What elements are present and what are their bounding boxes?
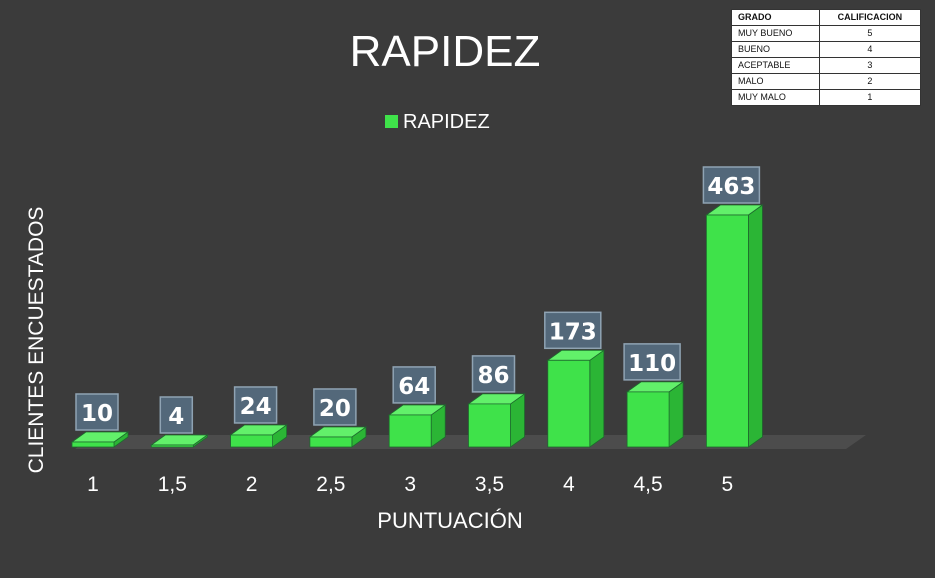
bar-side — [668, 381, 684, 448]
data-label-box — [233, 386, 278, 424]
x-tick-label: 1 — [87, 473, 99, 496]
bar-front — [626, 391, 670, 448]
data-label: 20 — [319, 396, 351, 422]
bar-2: 24 — [229, 386, 288, 448]
score-cell: 4 — [818, 41, 922, 58]
bar-1,5: 4 — [150, 396, 209, 448]
data-label-box — [159, 396, 194, 434]
table-row: MALO 2 — [731, 73, 922, 90]
data-label: 64 — [398, 374, 430, 400]
bar-front — [468, 403, 511, 448]
score-cell: 5 — [818, 25, 922, 42]
table-row: MUY BUENO 5 — [731, 25, 922, 42]
bar-3: 64 — [387, 366, 447, 448]
grade-table-header-row: GRADO CALIFICACION — [731, 9, 922, 26]
bar-5: 463 — [702, 166, 764, 448]
table-row: ACEPTABLE 3 — [731, 57, 922, 74]
x-tick-label: 3,5 — [475, 473, 504, 496]
bar-4,5: 110 — [623, 343, 685, 448]
data-label: 173 — [549, 319, 597, 345]
data-label-box — [75, 393, 119, 431]
bar-4: 173 — [544, 311, 606, 448]
x-tick-label: 3 — [404, 473, 416, 496]
legend: RAPIDEZ — [385, 111, 490, 133]
x-tick-label: 4 — [563, 473, 575, 496]
data-label-box — [392, 366, 436, 404]
x-tick-label: 2,5 — [316, 473, 345, 496]
data-label-box — [544, 311, 602, 350]
x-tick-label: 2 — [246, 473, 258, 496]
bar-2,5: 20 — [308, 388, 368, 448]
data-label-box — [313, 388, 357, 426]
grade-header: GRADO — [731, 9, 820, 26]
bar-front — [309, 436, 353, 448]
grade-cell: BUENO — [731, 41, 820, 58]
grade-cell: ACEPTABLE — [731, 57, 820, 74]
bars: 10 4 24 20 64 86 173 110 463 — [70, 166, 764, 448]
grade-cell: MUY BUENO — [731, 25, 820, 42]
data-label-box — [623, 343, 681, 381]
bar-front — [71, 441, 115, 448]
score-header: CALIFICACION — [818, 9, 922, 26]
grade-cell: MALO — [731, 73, 820, 90]
score-cell: 2 — [818, 73, 922, 90]
bar-3,5: 86 — [467, 355, 526, 448]
x-tick-label: 4,5 — [633, 473, 662, 496]
bar-front — [547, 359, 591, 448]
score-cell: 1 — [818, 89, 922, 106]
bar-side — [748, 204, 763, 448]
legend-label: RAPIDEZ — [403, 111, 490, 133]
x-tick-label: 1,5 — [158, 473, 187, 496]
data-label: 86 — [477, 363, 509, 389]
chart-title: RAPIDEZ — [350, 27, 541, 76]
x-axis-label: PUNTUACIÓN — [377, 508, 522, 533]
table-row: BUENO 4 — [731, 41, 922, 58]
x-tick-labels: 1 1,5 2 2,5 3 3,5 4 4,5 5 — [87, 473, 733, 496]
bar-front — [230, 434, 274, 448]
data-label: 10 — [81, 401, 113, 427]
legend-swatch — [385, 115, 398, 128]
data-label-box — [702, 166, 761, 204]
table-row: MUY MALO 1 — [731, 89, 922, 106]
grade-table: GRADO CALIFICACION MUY BUENO 5 BUENO 4 A… — [731, 9, 922, 106]
x-tick-label: 5 — [722, 473, 734, 496]
bar-front — [706, 214, 749, 448]
bar-front — [388, 414, 432, 448]
score-cell: 3 — [818, 57, 922, 74]
bar-front — [150, 444, 194, 448]
bar-1: 10 — [70, 393, 130, 448]
data-label: 463 — [707, 174, 755, 200]
y-axis-label: CLIENTES ENCUESTADOS — [25, 207, 48, 474]
grade-cell: MUY MALO — [731, 89, 820, 106]
data-label: 4 — [168, 404, 184, 430]
bar-side — [589, 349, 605, 448]
data-label-box — [471, 355, 516, 393]
data-label: 110 — [628, 351, 676, 377]
data-label: 24 — [240, 394, 272, 420]
